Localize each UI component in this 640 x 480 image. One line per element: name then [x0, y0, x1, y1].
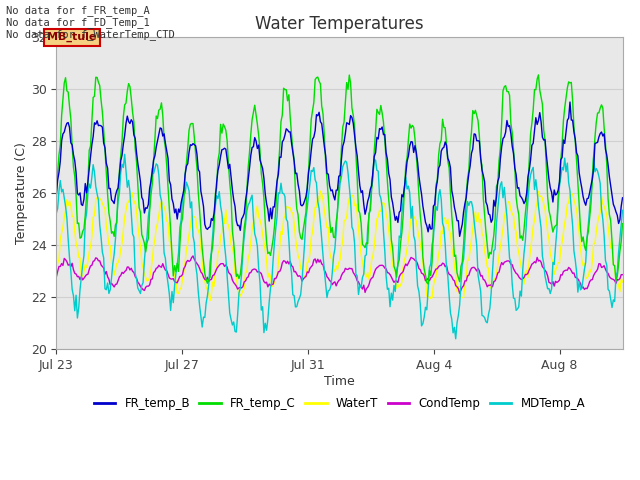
FR_temp_B	[445, 158, 453, 164]
FR_temp_C	[490, 232, 498, 238]
FR_temp_C	[424, 281, 432, 287]
Legend: FR_temp_B, FR_temp_C, WaterT, CondTemp, MDTemp_A: FR_temp_B, FR_temp_C, WaterT, CondTemp, …	[89, 393, 590, 415]
CondTemp	[382, 266, 390, 272]
Title: Water Temperatures: Water Temperatures	[255, 15, 424, 33]
FR_temp_B	[566, 99, 574, 105]
WaterT	[448, 245, 456, 251]
CondTemp	[189, 253, 197, 259]
X-axis label: Time: Time	[324, 374, 355, 388]
MDTemp_A	[574, 289, 582, 295]
WaterT	[492, 276, 499, 281]
FR_temp_B	[96, 122, 104, 128]
FR_temp_C	[447, 190, 454, 196]
WaterT	[96, 195, 104, 201]
Text: No data for f_FR_temp_A: No data for f_FR_temp_A	[6, 5, 150, 16]
WaterT	[574, 219, 582, 225]
FR_temp_B	[456, 233, 463, 239]
FR_temp_C	[502, 83, 509, 88]
FR_temp_C	[574, 179, 582, 185]
MDTemp_A	[503, 214, 511, 219]
FR_temp_C	[381, 137, 388, 143]
CondTemp	[96, 258, 104, 264]
MDTemp_A	[52, 210, 60, 216]
WaterT	[383, 217, 391, 223]
FR_temp_C	[619, 221, 627, 227]
CondTemp	[503, 258, 511, 264]
Line: FR_temp_B: FR_temp_B	[56, 102, 623, 236]
CondTemp	[619, 272, 627, 277]
FR_temp_B	[52, 190, 60, 196]
FR_temp_C	[52, 195, 60, 201]
FR_temp_B	[574, 153, 582, 159]
Line: CondTemp: CondTemp	[56, 256, 623, 293]
FR_temp_C	[534, 72, 542, 78]
Text: MB_tule: MB_tule	[47, 32, 97, 42]
MDTemp_A	[382, 273, 390, 278]
Line: FR_temp_C: FR_temp_C	[56, 75, 623, 284]
CondTemp	[52, 274, 60, 280]
WaterT	[52, 267, 60, 273]
CondTemp	[492, 278, 499, 284]
MDTemp_A	[447, 310, 454, 316]
WaterT	[317, 188, 324, 194]
CondTemp	[456, 290, 463, 296]
WaterT	[206, 298, 214, 303]
Line: MDTemp_A: MDTemp_A	[56, 154, 623, 339]
MDTemp_A	[96, 222, 104, 228]
MDTemp_A	[492, 246, 499, 252]
MDTemp_A	[121, 151, 129, 157]
WaterT	[619, 279, 627, 285]
FR_temp_C	[96, 83, 104, 88]
FR_temp_B	[502, 130, 509, 135]
Line: WaterT: WaterT	[56, 191, 623, 300]
CondTemp	[447, 272, 454, 278]
FR_temp_B	[381, 132, 388, 137]
MDTemp_A	[619, 207, 627, 213]
Text: No data for f_FD_Temp_1: No data for f_FD_Temp_1	[6, 17, 150, 28]
FR_temp_B	[490, 197, 498, 203]
Text: No data for f_WaterTemp_CTD: No data for f_WaterTemp_CTD	[6, 29, 175, 40]
WaterT	[503, 204, 511, 210]
Y-axis label: Temperature (C): Temperature (C)	[15, 142, 28, 244]
CondTemp	[574, 276, 582, 282]
MDTemp_A	[452, 336, 460, 342]
FR_temp_B	[619, 195, 627, 201]
